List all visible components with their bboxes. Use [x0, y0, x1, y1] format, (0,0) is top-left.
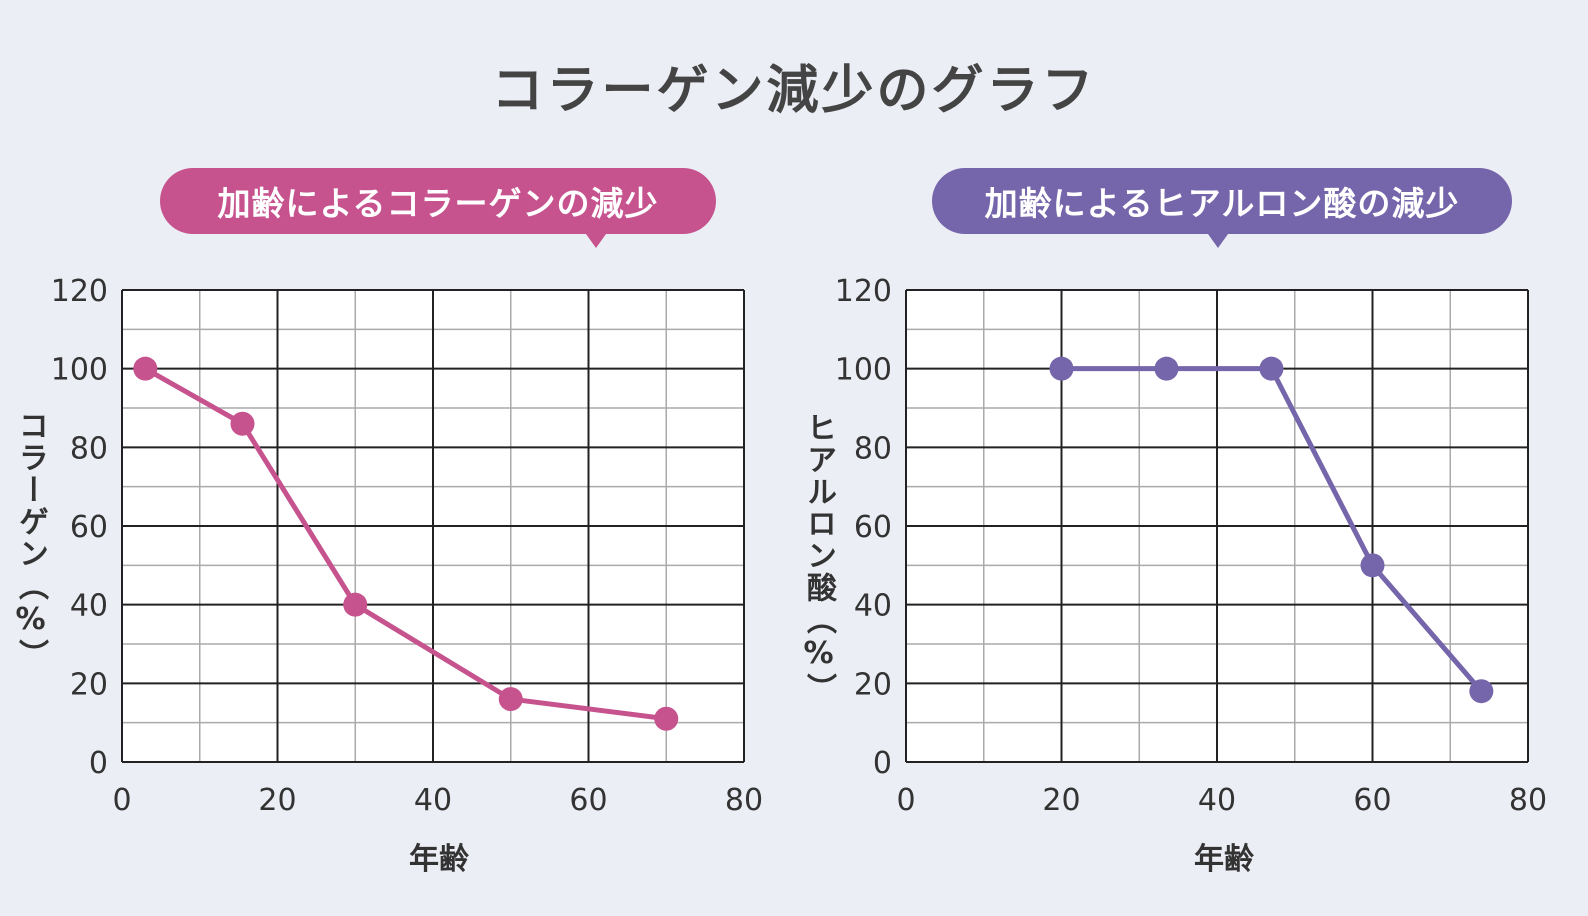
hyaluronic-y-tick-label: 100 [835, 353, 892, 388]
collagen-chart-title: 加齢によるコラーゲンの減少 [217, 184, 659, 223]
hyaluronic-data-point [1154, 356, 1179, 381]
hyaluronic-data-point [1049, 356, 1074, 381]
hyaluronic-chart-title-badge: 加齢によるヒアルロン酸の減少 [932, 168, 1512, 248]
badge-pointer [586, 234, 606, 248]
collagen-x-axis-label: 年齢 [409, 842, 469, 877]
collagen-y-tick-label: 120 [51, 274, 108, 309]
hyaluronic-y-tick-label: 40 [854, 589, 892, 624]
hyaluronic-y-tick-label: 0 [873, 746, 892, 781]
hyaluronic-data-point [1360, 553, 1385, 578]
hyaluronic-data-point [1259, 356, 1284, 381]
collagen-chart-title-badge: 加齢によるコラーゲンの減少 [160, 168, 716, 248]
collagen-data-point [230, 411, 255, 436]
collagen-x-tick-label: 0 [112, 783, 131, 818]
hyaluronic-chart-title: 加齢によるヒアルロン酸の減少 [984, 184, 1460, 223]
collagen-y-tick-label: 100 [51, 353, 108, 388]
collagen-data-point [343, 592, 368, 617]
collagen-y-axis-label: コラーゲン（%） [13, 410, 48, 671]
hyaluronic-y-tick-label: 80 [854, 431, 892, 466]
hyaluronic-y-tick-label: 120 [835, 274, 892, 309]
collagen-y-tick-label: 80 [70, 431, 108, 466]
hyaluronic-x-tick-label: 60 [1353, 783, 1391, 818]
collagen-x-tick-label: 20 [258, 783, 296, 818]
hyaluronic-x-tick-label: 0 [896, 783, 915, 818]
collagen-data-point [654, 706, 679, 731]
collagen-x-tick-label: 80 [725, 783, 763, 818]
collagen-y-tick-label: 40 [70, 589, 108, 624]
collagen-y-tick-label: 0 [89, 746, 108, 781]
collagen-y-tick-label: 20 [70, 667, 108, 702]
collagen-x-tick-label: 40 [414, 783, 452, 818]
hyaluronic-x-axis-label: 年齢 [1194, 842, 1254, 877]
collagen-data-point [133, 356, 158, 381]
hyaluronic-x-tick-label: 20 [1042, 783, 1080, 818]
badge-pointer [1208, 234, 1228, 248]
collagen-x-tick-label: 60 [569, 783, 607, 818]
hyaluronic-y-tick-label: 20 [854, 667, 892, 702]
page-title: コラーゲン減少のグラフ [491, 61, 1097, 121]
collagen-y-tick-label: 60 [70, 510, 108, 545]
hyaluronic-x-tick-label: 80 [1509, 783, 1547, 818]
collagen-data-point [498, 687, 523, 712]
hyaluronic-x-tick-label: 40 [1198, 783, 1236, 818]
hyaluronic-y-tick-label: 60 [854, 510, 892, 545]
hyaluronic-y-axis-label: ヒアルロン酸（%） [801, 412, 836, 705]
hyaluronic-data-point [1469, 679, 1494, 704]
